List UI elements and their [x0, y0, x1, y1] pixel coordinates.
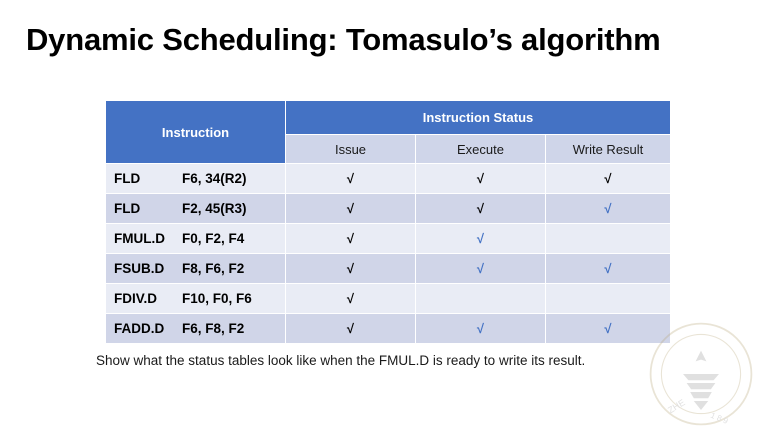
- header-write-result: Write Result: [545, 134, 671, 164]
- cell-write-result-mark: √: [545, 193, 671, 224]
- cell-execute-mark: √: [415, 193, 546, 224]
- table-row: FADD.D F6, F8, F2 √ √ √: [105, 313, 671, 344]
- header-instruction: Instruction: [105, 100, 286, 164]
- instruction-mnemonic: FMUL.D: [114, 231, 165, 246]
- cell-write-result-mark: [545, 283, 671, 314]
- instruction-operands: F0, F2, F4: [182, 231, 245, 246]
- table-row: FMUL.D F0, F2, F4 √ √: [105, 223, 671, 254]
- slide: Dynamic Scheduling: Tomasulo’s algorithm…: [26, 22, 753, 426]
- cell-instruction: FLD F6, 34(R2): [105, 163, 286, 194]
- cell-write-result-mark: √: [545, 163, 671, 194]
- cell-issue-mark: √: [285, 223, 416, 254]
- instruction-mnemonic: FLD: [114, 201, 141, 216]
- table-row: FDIV.D F10, F0, F6 √: [105, 283, 671, 314]
- instruction-status-table: Instruction Instruction Status Issue Exe…: [105, 100, 671, 344]
- instruction-operands: F10, F0, F6: [182, 291, 252, 306]
- cell-execute-mark: √: [415, 313, 546, 344]
- instruction-operands: F8, F6, F2: [182, 261, 245, 276]
- cell-execute-mark: √: [415, 163, 546, 194]
- cell-issue-mark: √: [285, 163, 416, 194]
- cell-execute-mark: √: [415, 223, 546, 254]
- cell-instruction: FADD.D F6, F8, F2: [105, 313, 286, 344]
- cell-issue-mark: √: [285, 193, 416, 224]
- header-issue: Issue: [285, 134, 416, 164]
- cell-issue-mark: √: [285, 283, 416, 314]
- header-execute: Execute: [415, 134, 546, 164]
- table-row: FSUB.D F8, F6, F2 √ √ √: [105, 253, 671, 284]
- cell-instruction: FSUB.D F8, F6, F2: [105, 253, 286, 284]
- caption-text: Show what the status tables look like wh…: [96, 353, 586, 368]
- cell-issue-mark: √: [285, 313, 416, 344]
- svg-text:ZHE: ZHE: [666, 397, 687, 415]
- page-title: Dynamic Scheduling: Tomasulo’s algorithm: [26, 22, 661, 57]
- cell-execute-mark: [415, 283, 546, 314]
- cell-write-result-mark: √: [545, 313, 671, 344]
- instruction-operands: F6, F8, F2: [182, 321, 245, 336]
- instruction-mnemonic: FLD: [114, 171, 141, 186]
- cell-issue-mark: √: [285, 253, 416, 284]
- cell-write-result-mark: [545, 223, 671, 254]
- header-instruction-status: Instruction Status: [285, 100, 671, 135]
- cell-instruction: FLD F2, 45(R3): [105, 193, 286, 224]
- table-body: FLD F6, 34(R2) √ √ √ FLD F2, 45(R3) √ √ √ FMUL.D F0…: [105, 163, 671, 344]
- table-header-row-main: Instruction Instruction Status: [105, 100, 671, 164]
- instruction-mnemonic: FADD.D: [114, 321, 165, 336]
- instruction-mnemonic: FSUB.D: [114, 261, 165, 276]
- instruction-operands: F6, 34(R2): [182, 171, 247, 186]
- table-row: FLD F6, 34(R2) √ √ √: [105, 163, 671, 194]
- table-header: Instruction Instruction Status Issue Exe…: [105, 100, 671, 164]
- cell-instruction: FDIV.D F10, F0, F6: [105, 283, 286, 314]
- cell-instruction: FMUL.D F0, F2, F4: [105, 223, 286, 254]
- instruction-operands: F2, 45(R3): [182, 201, 247, 216]
- cell-execute-mark: √: [415, 253, 546, 284]
- cell-write-result-mark: √: [545, 253, 671, 284]
- table-row: FLD F2, 45(R3) √ √ √: [105, 193, 671, 224]
- svg-text:1 8 9: 1 8 9: [709, 411, 730, 426]
- instruction-mnemonic: FDIV.D: [114, 291, 158, 306]
- table-header-row-sub: Issue Execute Write Result: [106, 134, 671, 164]
